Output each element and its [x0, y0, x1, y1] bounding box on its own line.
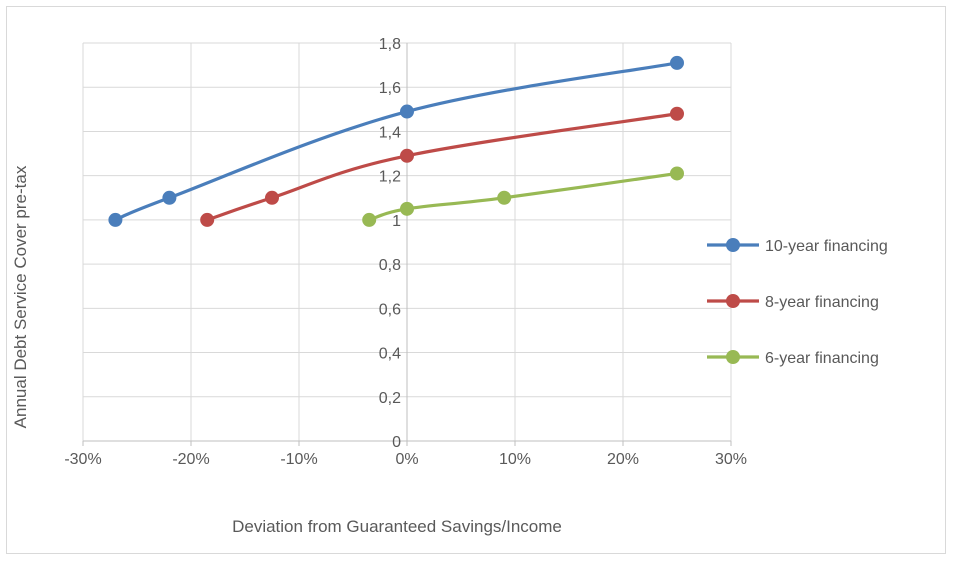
chart-frame: 0 0,2 0,4 0,6 0,8 1 1,2 1,4 1,6 1,8 -30% -20% -10% 0… — [6, 6, 946, 554]
data-point — [162, 190, 177, 205]
x-tick-label: 30% — [715, 451, 747, 468]
legend-label: 10-year financing — [765, 238, 888, 255]
x-tick-label: -20% — [172, 451, 209, 468]
legend-swatch-marker — [726, 294, 740, 308]
series-lines — [108, 55, 684, 227]
x-tick-label: -10% — [280, 451, 317, 468]
y-tick-label: 0,4 — [379, 346, 401, 363]
series-line — [205, 112, 679, 222]
legend: 10-year financing 8-year financing 6-year … — [707, 238, 888, 367]
series-line — [113, 61, 679, 222]
data-point — [265, 190, 279, 205]
x-tick-labels: -30% -20% -10% 0% 10% 20% 30% — [64, 451, 747, 468]
y-tick-label: 1,6 — [379, 80, 401, 97]
data-point — [400, 104, 414, 119]
y-tick-label: 1,8 — [379, 36, 401, 53]
legend-item: 6-year financing — [707, 350, 879, 367]
data-point — [670, 106, 684, 121]
y-tick-label: 1,4 — [379, 124, 401, 141]
data-point — [400, 148, 414, 163]
legend-item: 10-year financing — [707, 238, 888, 255]
x-tick-label: 20% — [607, 451, 639, 468]
data-point — [362, 212, 377, 227]
data-point — [670, 166, 684, 181]
y-tick-label: 0,2 — [379, 390, 401, 407]
legend-label: 8-year financing — [765, 294, 879, 311]
gridlines — [82, 42, 732, 446]
data-point — [200, 212, 215, 227]
y-tick-labels: 0 0,2 0,4 0,6 0,8 1 1,2 1,4 1,6 1,8 — [379, 36, 401, 451]
x-axis-title: Deviation from Guaranteed Savings/Income — [232, 517, 562, 536]
data-point — [670, 55, 684, 70]
legend-swatch-marker — [726, 350, 740, 364]
y-tick-label: 0 — [392, 434, 401, 451]
y-tick-label: 0,6 — [379, 301, 401, 318]
legend-swatch-marker — [726, 238, 740, 252]
data-point — [108, 212, 123, 227]
y-tick-label: 1 — [392, 213, 401, 230]
line-chart: 0 0,2 0,4 0,6 0,8 1 1,2 1,4 1,6 1,8 -30% -20% -10% 0… — [11, 36, 888, 536]
x-tick-label: 10% — [499, 451, 531, 468]
legend-label: 6-year financing — [765, 350, 879, 367]
x-tick-label: 0% — [395, 451, 418, 468]
y-tick-label: 0,8 — [379, 257, 401, 274]
y-tick-label: 1,2 — [379, 169, 401, 186]
x-tick-label: -30% — [64, 451, 101, 468]
series-line — [367, 171, 679, 222]
data-point — [400, 201, 414, 216]
data-point — [497, 190, 512, 205]
legend-item: 8-year financing — [707, 294, 879, 311]
y-axis-title: Annual Debt Service Cover pre-tax — [11, 165, 30, 428]
